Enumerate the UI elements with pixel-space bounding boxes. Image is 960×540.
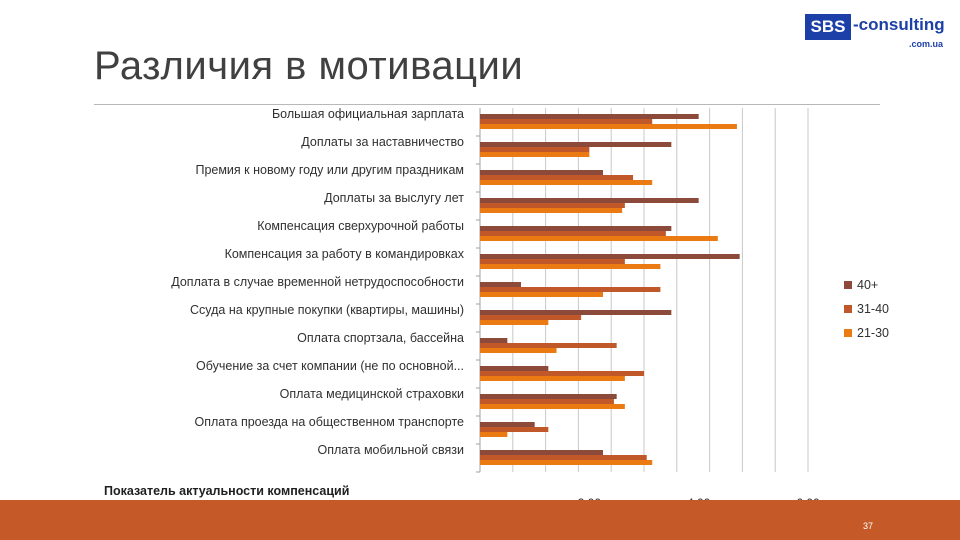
bar-31-40-0 — [480, 119, 653, 124]
legend-swatch-0 — [844, 281, 852, 289]
bar-31-40-10 — [480, 399, 614, 404]
logo-sub-text: .com.ua — [908, 39, 943, 49]
logo-box: SBS — [805, 14, 851, 40]
bar-21-30-11 — [480, 432, 508, 437]
legend-label-1: 31-40 — [857, 302, 889, 316]
category-label-9: Обучение за счет компании (не по основно… — [196, 359, 464, 373]
bar-31-40-9 — [480, 371, 644, 376]
category-label-0: Большая официальная зарплата — [272, 107, 464, 121]
category-label-12: Оплата мобильной связи — [317, 443, 464, 457]
bar-21-30-10 — [480, 404, 625, 409]
bar-31-40-2 — [480, 175, 634, 180]
logo-main-text: -consulting — [853, 15, 945, 34]
bar-40+-1 — [480, 142, 672, 147]
bar-chart: Большая официальная зарплата Доплаты за н… — [104, 107, 889, 500]
bar-21-30-4 — [480, 236, 718, 241]
bar-40+-0 — [480, 114, 699, 119]
legend-label-0: 40+ — [857, 278, 878, 292]
title-divider — [94, 104, 880, 105]
bar-31-40-5 — [480, 259, 625, 264]
category-label-4: Компенсация сверхурочной работы — [257, 219, 464, 233]
category-label-6: Доплата в случае временной нетрудоспособ… — [171, 275, 464, 289]
x-tick-label-2: 4.00 — [687, 496, 711, 500]
bar-40+-3 — [480, 198, 699, 203]
category-label-10: Оплата медицинской страховки — [280, 387, 464, 401]
category-label-8: Оплата спортзала, бассейна — [297, 331, 464, 345]
bar-40+-9 — [480, 366, 549, 371]
y-axis-title: Показатель актуальности компенсаций — [104, 484, 349, 498]
bar-31-40-11 — [480, 427, 549, 432]
category-label-1: Доплаты за наставничество — [301, 135, 464, 149]
bar-21-30-8 — [480, 348, 557, 353]
bar-31-40-12 — [480, 455, 647, 460]
bar-40+-4 — [480, 226, 672, 231]
bar-21-30-2 — [480, 180, 653, 185]
x-tick-label-1: 2.00 — [578, 496, 602, 500]
bar-31-40-6 — [480, 287, 661, 292]
bar-31-40-8 — [480, 343, 617, 348]
bar-21-30-12 — [480, 460, 653, 465]
legend-swatch-2 — [844, 329, 852, 337]
bar-40+-12 — [480, 450, 603, 455]
footer-bar — [0, 500, 960, 540]
x-tick-label-3: 6.00 — [796, 496, 820, 500]
bar-31-40-1 — [480, 147, 590, 152]
bar-31-40-4 — [480, 231, 666, 236]
bar-40+-10 — [480, 394, 617, 399]
category-label-3: Доплаты за выслугу лет — [324, 191, 464, 205]
bar-40+-11 — [480, 422, 535, 427]
legend-swatch-1 — [844, 305, 852, 313]
bar-31-40-3 — [480, 203, 625, 208]
bar-40+-8 — [480, 338, 508, 343]
bar-21-30-6 — [480, 292, 603, 297]
bar-40+-5 — [480, 254, 740, 259]
bar-21-30-0 — [480, 124, 737, 129]
category-label-5: Компенсация за работу в командировках — [225, 247, 465, 261]
bar-21-30-5 — [480, 264, 661, 269]
bar-21-30-7 — [480, 320, 549, 325]
x-tick-label-0: - — [478, 496, 482, 500]
category-label-7: Ссуда на крупные покупки (квартиры, маши… — [190, 303, 464, 317]
bar-31-40-7 — [480, 315, 582, 320]
page-number: 37 — [863, 521, 874, 531]
bar-40+-6 — [480, 282, 521, 287]
company-logo: SBS -consulting .com.ua — [805, 14, 945, 50]
slide-title: Различия в мотивации — [94, 44, 524, 88]
bar-40+-2 — [480, 170, 603, 175]
bar-21-30-9 — [480, 376, 625, 381]
legend-label-2: 21-30 — [857, 326, 889, 340]
category-label-11: Оплата проезда на общественном транспорт… — [194, 415, 464, 429]
bar-21-30-3 — [480, 208, 623, 213]
category-label-2: Премия к новому году или другим праздник… — [195, 163, 464, 177]
bar-21-30-1 — [480, 152, 590, 157]
bar-40+-7 — [480, 310, 672, 315]
